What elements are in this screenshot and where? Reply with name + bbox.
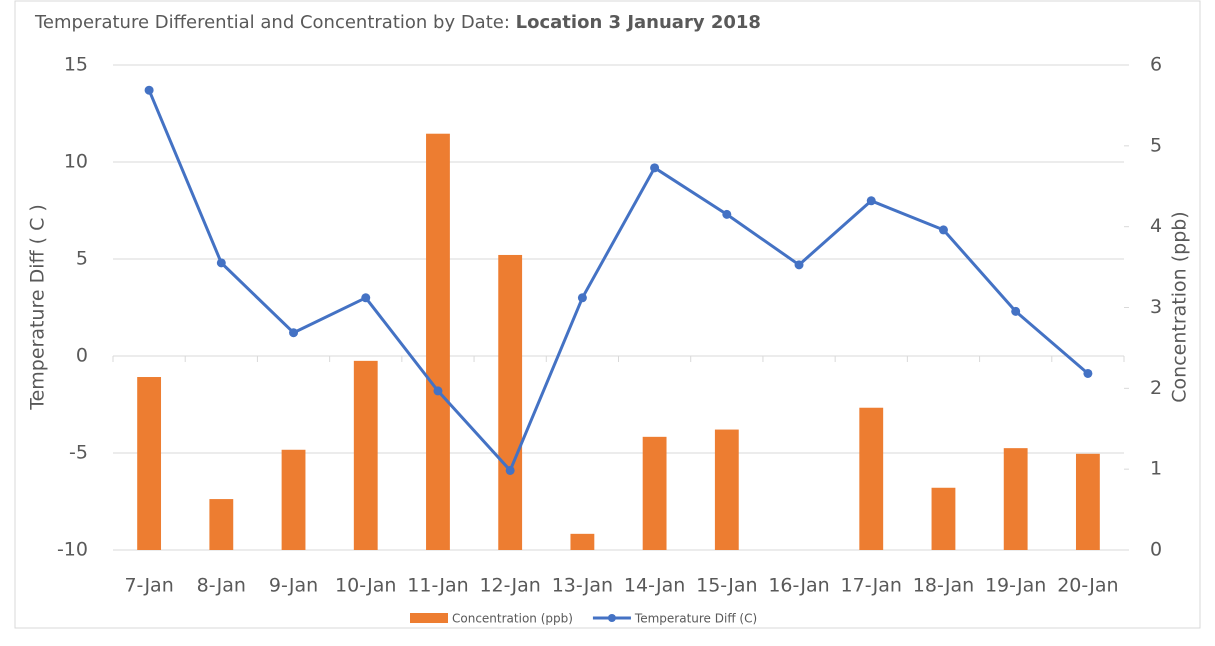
- x-tick-label: 20-Jan: [1057, 575, 1118, 597]
- bar: [353, 360, 378, 550]
- bar: [859, 407, 884, 550]
- title-emphasis: Location 3 January 2018: [516, 12, 761, 33]
- line-point: [650, 163, 660, 173]
- legend-label: Temperature Diff (C): [634, 612, 757, 626]
- line-point: [361, 293, 371, 303]
- bar: [714, 429, 739, 550]
- line-point: [216, 258, 226, 268]
- y2-tick-label: 3: [1150, 296, 1162, 318]
- x-tick-label: 15-Jan: [696, 575, 757, 597]
- y2-tick-label: 1: [1150, 458, 1162, 480]
- bar: [498, 254, 523, 551]
- line-point: [289, 328, 299, 338]
- line-point: [577, 293, 587, 303]
- x-tick-label: 14-Jan: [624, 575, 685, 597]
- line-point: [722, 209, 732, 219]
- y2-tick-label: 5: [1150, 134, 1162, 156]
- line-point: [1011, 306, 1021, 316]
- bar: [570, 533, 595, 550]
- legend-swatch-dot: [607, 614, 616, 622]
- y2-axis-title: Concentration (ppb): [1169, 211, 1191, 402]
- x-tick-label: 18-Jan: [913, 575, 974, 597]
- bar: [1075, 453, 1100, 550]
- line-point: [794, 260, 804, 270]
- x-tick-label: 13-Jan: [552, 575, 613, 597]
- y-tick-label: 10: [64, 151, 88, 173]
- bar: [281, 449, 306, 550]
- bar: [137, 377, 162, 550]
- y2-tick-label: 0: [1150, 539, 1162, 561]
- bar: [642, 436, 667, 550]
- x-tick-label: 12-Jan: [479, 575, 540, 597]
- y-tick-label: 15: [64, 54, 88, 76]
- x-tick-label: 19-Jan: [985, 575, 1046, 597]
- y-axis-title: Temperature Diff ( C ): [27, 204, 49, 411]
- bar: [209, 499, 234, 550]
- line-point: [938, 225, 948, 235]
- chart-title: Temperature Differential and Concentrati…: [34, 12, 761, 33]
- line-point: [866, 196, 876, 206]
- x-tick-label: 9-Jan: [269, 575, 318, 597]
- bar: [426, 133, 450, 551]
- y2-tick-label: 4: [1150, 215, 1162, 237]
- x-tick-label: 16-Jan: [768, 575, 829, 597]
- title-main: Temperature Differential and Concentrati…: [34, 12, 510, 33]
- x-tick-label: 11-Jan: [407, 575, 468, 597]
- bar: [931, 487, 956, 550]
- y-tick-label: -5: [69, 442, 88, 464]
- line-point: [433, 386, 443, 396]
- y2-tick-label: 6: [1150, 54, 1162, 76]
- legend-swatch: [410, 613, 448, 623]
- x-tick-label: 7-Jan: [124, 575, 173, 597]
- legend-label: Concentration (ppb): [452, 612, 573, 626]
- line-point: [505, 465, 515, 475]
- x-tick-label: 8-Jan: [197, 575, 246, 597]
- line-point: [144, 85, 154, 95]
- x-tick-label: 10-Jan: [335, 575, 396, 597]
- y-tick-label: 0: [76, 345, 88, 367]
- y2-tick-label: 2: [1150, 377, 1162, 399]
- line: [147, 89, 1089, 472]
- line-point: [1083, 368, 1093, 378]
- bar: [1003, 448, 1028, 550]
- y-tick-label: -10: [57, 539, 88, 561]
- x-tick-label: 17-Jan: [841, 575, 902, 597]
- y-tick-label: 5: [76, 248, 88, 270]
